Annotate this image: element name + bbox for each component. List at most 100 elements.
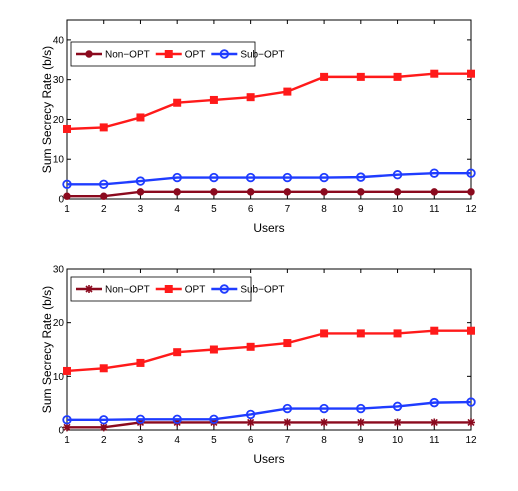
data-point	[99, 423, 108, 432]
data-point	[357, 188, 365, 196]
data-point	[283, 188, 292, 196]
data-point	[467, 69, 475, 78]
data-point	[135, 176, 146, 186]
x-tick-label: 3	[138, 435, 144, 446]
data-point	[136, 188, 145, 196]
series-line	[66, 72, 471, 131]
x-tick-label: 4	[174, 435, 180, 446]
data-point	[356, 72, 365, 81]
legend: Non−OPT OPT Sub−OPT	[70, 276, 285, 302]
x-tick-label: 11	[429, 204, 440, 215]
series-line	[67, 400, 472, 422]
legend-swatch-marker	[164, 285, 173, 293]
data-point	[135, 414, 146, 424]
data-point	[99, 415, 109, 425]
data-point	[63, 124, 71, 133]
series-circle-2	[62, 168, 476, 189]
data-point	[282, 172, 293, 183]
series-line	[66, 329, 471, 373]
x-tick-label: 10	[392, 204, 404, 215]
series-dot-0	[63, 188, 475, 200]
data-point	[392, 401, 403, 412]
x-tick-label: 8	[321, 435, 327, 446]
y-tick-label: 30	[53, 75, 65, 86]
y-tick-label: 20	[53, 115, 65, 126]
x-axis-label: Users	[253, 452, 284, 466]
data-point	[356, 403, 366, 414]
data-point	[173, 188, 181, 196]
x-tick-label: 2	[101, 435, 107, 446]
data-point	[319, 403, 329, 414]
x-tick-label: 10	[392, 435, 404, 446]
data-point	[393, 72, 402, 81]
data-point	[246, 418, 255, 427]
y-tick-label: 10	[53, 155, 65, 166]
data-point	[99, 123, 108, 132]
data-point	[63, 366, 71, 375]
legend-label: OPT	[185, 50, 206, 61]
data-point	[99, 179, 109, 189]
data-point	[62, 415, 72, 425]
series-circle-2	[62, 397, 476, 425]
x-tick-label: 1	[64, 435, 70, 446]
y-tick-label: 0	[58, 426, 64, 437]
data-point	[356, 329, 365, 338]
data-point	[209, 345, 218, 354]
data-point	[246, 188, 255, 196]
x-tick-label: 4	[174, 204, 180, 215]
data-point	[467, 418, 475, 427]
data-point	[467, 188, 475, 196]
data-point	[245, 409, 256, 420]
x-axis-label: Users	[253, 221, 284, 235]
data-point	[172, 172, 182, 183]
data-point	[430, 418, 439, 427]
data-point	[319, 172, 329, 183]
data-point	[209, 172, 219, 183]
data-point	[393, 418, 402, 427]
data-point	[320, 329, 329, 338]
data-point	[393, 188, 402, 196]
legend-label: OPT	[185, 285, 206, 296]
data-point	[63, 192, 71, 200]
data-point	[245, 172, 256, 183]
data-point	[392, 170, 403, 180]
data-point	[210, 188, 218, 196]
plot-frame	[66, 19, 472, 200]
data-point	[429, 397, 439, 408]
data-point	[99, 364, 108, 373]
y-tick-label: 40	[53, 35, 65, 46]
data-point	[100, 192, 108, 200]
x-tick-label: 9	[358, 435, 364, 446]
plot-frame	[66, 268, 472, 431]
legend-label: Non−OPT	[105, 285, 150, 296]
y-tick-label: 30	[53, 265, 65, 276]
data-point	[356, 418, 365, 427]
x-tick-label: 6	[248, 204, 254, 215]
data-point	[466, 397, 476, 407]
data-point	[282, 403, 293, 414]
data-point	[467, 326, 475, 335]
data-point	[466, 168, 476, 178]
legend-swatch-marker	[85, 285, 93, 293]
x-tick-label: 6	[248, 435, 254, 446]
legend-swatch-marker	[219, 284, 230, 294]
data-point	[173, 348, 182, 357]
data-point	[283, 339, 292, 348]
series-line	[67, 421, 471, 429]
data-point	[430, 69, 439, 78]
data-point	[320, 72, 329, 81]
x-tick-label: 7	[285, 435, 291, 446]
x-tick-label: 3	[138, 204, 144, 215]
x-tick-label: 8	[321, 204, 327, 215]
x-tick-label: 5	[211, 435, 217, 446]
x-tick-label: 7	[285, 204, 291, 215]
data-point	[429, 168, 439, 178]
data-point	[136, 113, 145, 122]
series-square-1	[63, 69, 475, 133]
legend: Non−OPT OPT Sub−OPT	[70, 41, 285, 67]
y-tick-label: 20	[53, 318, 65, 329]
data-point	[283, 418, 292, 427]
x-tick-label: 2	[101, 204, 107, 215]
data-point	[283, 87, 292, 96]
